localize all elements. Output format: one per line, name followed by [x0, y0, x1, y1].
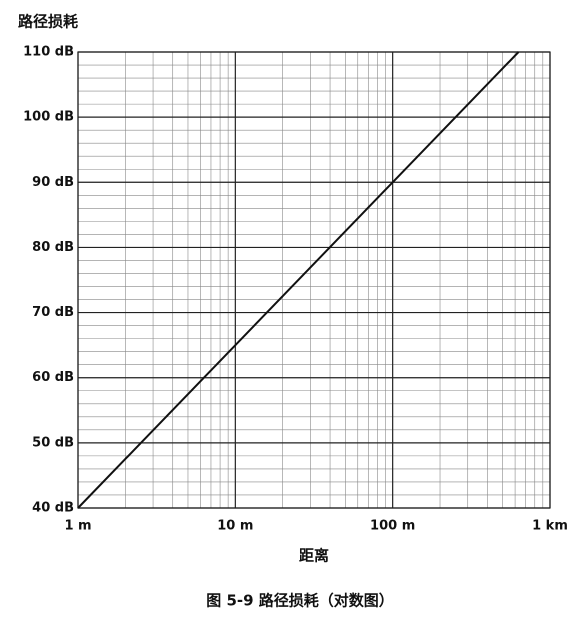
data-line [77, 51, 520, 509]
y-tick-label: 50 dB [32, 435, 74, 450]
y-tick-label: 60 dB [32, 370, 74, 385]
y-tick-label: 40 dB [32, 501, 74, 516]
y-tick-label: 100 dB [23, 110, 74, 125]
x-tick-label: 1 m [64, 519, 91, 534]
y-tick-label: 70 dB [32, 305, 74, 320]
plot-frame [77, 51, 551, 509]
caption: 图 5-9 路径损耗（对数图） [206, 592, 394, 610]
x-tick-label: 1 km [532, 519, 568, 534]
x-tick-label: 10 m [217, 519, 253, 534]
y-tick-label: 80 dB [32, 240, 74, 255]
y-axis-title: 路径损耗 [18, 13, 78, 31]
x-tick-label: 100 m [370, 519, 415, 534]
x-axis-title: 距离 [299, 547, 329, 565]
y-tick-label: 110 dB [23, 45, 74, 60]
y-tick-label: 90 dB [32, 175, 74, 190]
